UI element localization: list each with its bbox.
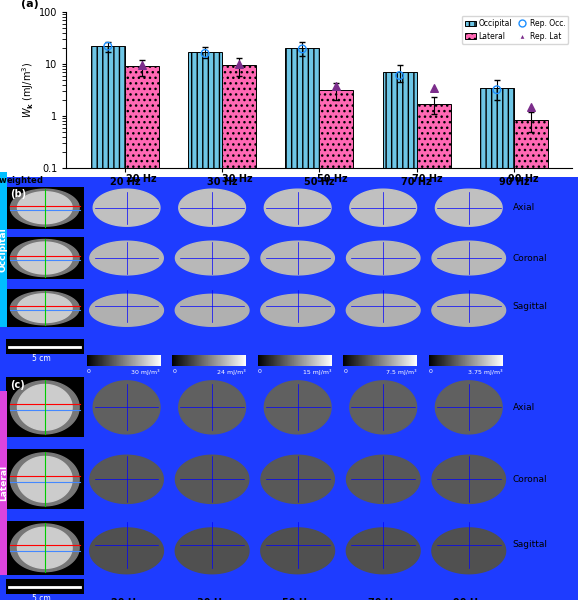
Polygon shape <box>432 528 506 574</box>
Bar <box>383 72 417 600</box>
Text: 0: 0 <box>172 369 176 374</box>
Text: Axial: Axial <box>513 203 535 212</box>
Text: 50 Hz: 50 Hz <box>283 598 313 600</box>
Text: 70 Hz: 70 Hz <box>368 598 398 600</box>
Polygon shape <box>17 385 72 430</box>
Polygon shape <box>261 455 334 503</box>
Text: 0: 0 <box>429 369 433 374</box>
Bar <box>480 88 514 600</box>
Point <box>235 59 244 69</box>
Polygon shape <box>346 528 420 574</box>
Polygon shape <box>261 241 334 275</box>
Polygon shape <box>10 381 79 434</box>
Point <box>201 49 210 58</box>
Polygon shape <box>10 453 79 506</box>
Polygon shape <box>432 294 506 326</box>
Polygon shape <box>90 455 163 503</box>
Point <box>395 71 404 80</box>
Text: 7.5 mJ/m³: 7.5 mJ/m³ <box>386 369 417 375</box>
Polygon shape <box>175 528 249 574</box>
Text: $T_1$-weighted: $T_1$-weighted <box>0 174 43 187</box>
Polygon shape <box>350 381 417 434</box>
Polygon shape <box>176 241 249 275</box>
Text: 24 mJ/m³: 24 mJ/m³ <box>217 369 246 375</box>
Bar <box>320 90 353 600</box>
Polygon shape <box>93 189 160 226</box>
Polygon shape <box>264 381 331 434</box>
Bar <box>417 104 451 600</box>
Text: 20 Hz: 20 Hz <box>112 598 142 600</box>
Polygon shape <box>346 294 420 326</box>
Text: 30 mJ/m³: 30 mJ/m³ <box>131 369 160 375</box>
Polygon shape <box>90 294 164 326</box>
Text: Sagittal: Sagittal <box>513 302 547 311</box>
Polygon shape <box>435 381 502 434</box>
Y-axis label: $W_{\mathbf{k}}$ (mJ/m$^3$): $W_{\mathbf{k}}$ (mJ/m$^3$) <box>20 62 36 118</box>
Text: Axial: Axial <box>513 403 535 412</box>
Text: 90 Hz: 90 Hz <box>508 174 538 184</box>
Bar <box>188 52 222 600</box>
Text: 0: 0 <box>87 369 91 374</box>
Point <box>429 83 438 92</box>
Text: (c): (c) <box>10 380 24 390</box>
Bar <box>286 49 320 600</box>
Point <box>298 44 307 54</box>
Text: 20 Hz: 20 Hz <box>127 174 157 184</box>
Legend: Occipital, Lateral, Rep. Occ., Rep. Lat: Occipital, Lateral, Rep. Occ., Rep. Lat <box>462 16 568 44</box>
Polygon shape <box>10 189 79 226</box>
Polygon shape <box>17 242 72 274</box>
Polygon shape <box>261 528 335 574</box>
Polygon shape <box>179 189 246 226</box>
Text: 0: 0 <box>258 369 262 374</box>
Text: Occipital: Occipital <box>0 227 8 272</box>
Point <box>137 61 146 70</box>
Polygon shape <box>17 192 72 224</box>
Text: 3.75 mJ/m³: 3.75 mJ/m³ <box>468 369 502 375</box>
Bar <box>125 67 159 600</box>
Text: 70 Hz: 70 Hz <box>413 174 443 184</box>
Text: Lateral: Lateral <box>0 465 8 501</box>
Bar <box>514 119 548 600</box>
Polygon shape <box>176 455 249 503</box>
Point <box>526 102 535 112</box>
Text: 90 Hz: 90 Hz <box>454 598 484 600</box>
Text: Coronal: Coronal <box>513 475 547 484</box>
Polygon shape <box>10 524 79 572</box>
Point <box>492 85 502 95</box>
Bar <box>222 65 256 600</box>
Polygon shape <box>175 294 249 326</box>
Polygon shape <box>10 239 79 277</box>
Text: (b): (b) <box>10 189 26 199</box>
Polygon shape <box>90 528 164 574</box>
Polygon shape <box>90 241 163 275</box>
Polygon shape <box>93 381 160 434</box>
Polygon shape <box>17 457 72 502</box>
Text: (a): (a) <box>21 0 39 9</box>
Point <box>103 41 113 51</box>
Polygon shape <box>17 527 72 568</box>
Text: 30 Hz: 30 Hz <box>222 174 252 184</box>
Polygon shape <box>350 189 417 226</box>
Polygon shape <box>435 189 502 226</box>
Text: Sagittal: Sagittal <box>513 540 547 550</box>
Text: 30 Hz: 30 Hz <box>197 598 227 600</box>
Text: Coronal: Coronal <box>513 254 547 263</box>
Polygon shape <box>264 189 331 226</box>
Polygon shape <box>432 455 505 503</box>
Polygon shape <box>179 381 246 434</box>
Polygon shape <box>261 294 335 326</box>
Polygon shape <box>17 294 72 323</box>
Polygon shape <box>347 241 420 275</box>
Polygon shape <box>432 241 505 275</box>
Text: 0: 0 <box>343 369 347 374</box>
Text: 5 cm: 5 cm <box>32 354 50 363</box>
Point <box>332 81 341 91</box>
Bar <box>91 46 125 600</box>
Text: 15 mJ/m³: 15 mJ/m³ <box>303 369 331 375</box>
Polygon shape <box>347 455 420 503</box>
Text: 50 Hz: 50 Hz <box>317 174 347 184</box>
Polygon shape <box>10 292 79 325</box>
Text: 5 cm: 5 cm <box>32 594 50 600</box>
